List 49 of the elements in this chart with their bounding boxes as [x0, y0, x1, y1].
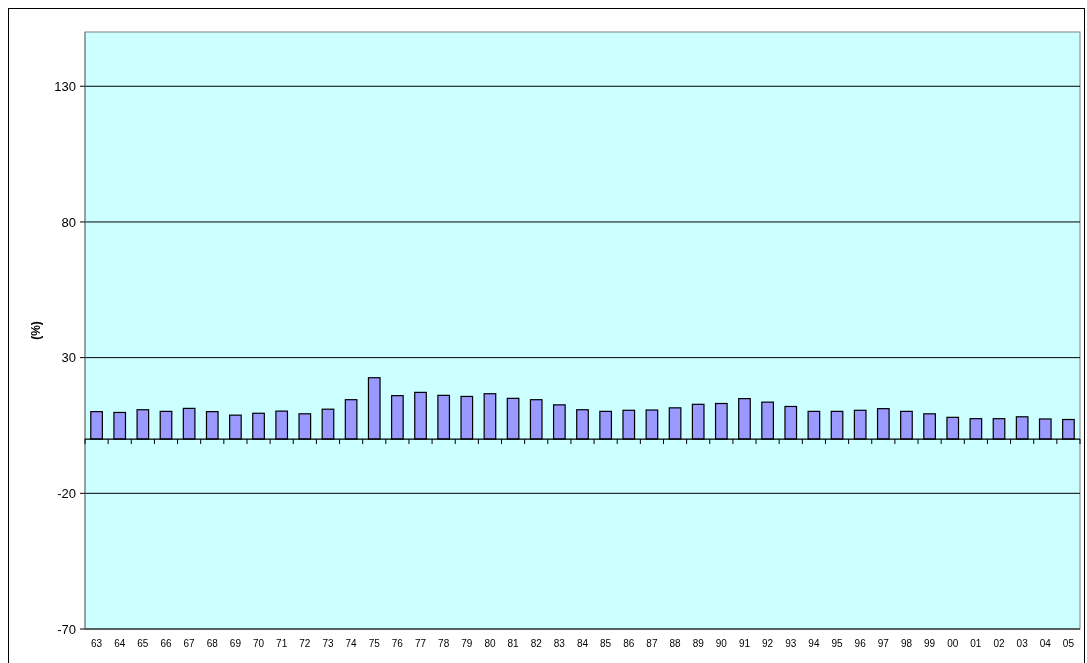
x-tick-label: 05	[1062, 638, 1075, 649]
x-tick-label: 74	[345, 638, 358, 649]
x-tick-label: 97	[877, 638, 890, 649]
y-axis-title: (%)	[29, 321, 43, 340]
x-tick-label: 89	[692, 638, 705, 649]
x-tick-label: 71	[276, 638, 288, 649]
x-tick-label: 95	[831, 638, 844, 649]
x-tick-label: 67	[183, 638, 196, 649]
x-tick-label: 66	[160, 638, 172, 649]
y-tick-label: -70	[57, 621, 76, 637]
x-tick-label: 87	[646, 638, 658, 649]
x-tick-label: 76	[391, 638, 404, 649]
x-tick-label: 78	[438, 638, 450, 649]
x-tick-label: 98	[900, 638, 913, 649]
x-tick-label: 88	[669, 638, 682, 649]
x-tick-label: 81	[507, 638, 520, 649]
x-tick-label: 02	[993, 638, 1006, 649]
x-tick-label: 04	[1039, 638, 1052, 649]
x-tick-label: 63	[91, 638, 103, 649]
x-tick-label: 92	[762, 638, 774, 649]
x-tick-label: 01	[970, 638, 982, 649]
x-tick-label: 83	[553, 638, 566, 649]
x-tick-label: 64	[114, 638, 126, 649]
x-tick-label: 82	[530, 638, 543, 649]
x-tick-label: 03	[1016, 638, 1029, 649]
x-tick-label: 80	[484, 638, 496, 649]
x-tick-label: 86	[623, 638, 635, 649]
x-tick-label: 90	[715, 638, 728, 649]
x-tick-label: 84	[576, 638, 589, 649]
y-tick-label: 30	[61, 350, 76, 366]
x-tick-label: 96	[854, 638, 867, 649]
x-tick-label: 99	[924, 638, 936, 649]
x-tick-label: 85	[600, 638, 612, 649]
x-tick-label: 69	[229, 638, 242, 649]
x-tick-label: 68	[206, 638, 219, 649]
y-tick-label: -20	[57, 485, 76, 501]
y-tick-label: 130	[54, 78, 76, 94]
x-tick-label: 93	[785, 638, 797, 649]
x-tick-label: 73	[322, 638, 334, 649]
x-tick-label: 70	[252, 638, 265, 649]
x-tick-label: 94	[808, 638, 820, 649]
x-tick-label: 75	[368, 638, 381, 649]
x-tick-label: 65	[137, 638, 149, 649]
x-tick-label: 00	[947, 638, 959, 649]
x-tick-label: 91	[738, 638, 751, 649]
x-tick-label: 79	[461, 638, 473, 649]
x-tick-label: 77	[414, 638, 427, 649]
x-tick-label: 72	[299, 638, 311, 649]
y-tick-label: 80	[61, 214, 76, 230]
